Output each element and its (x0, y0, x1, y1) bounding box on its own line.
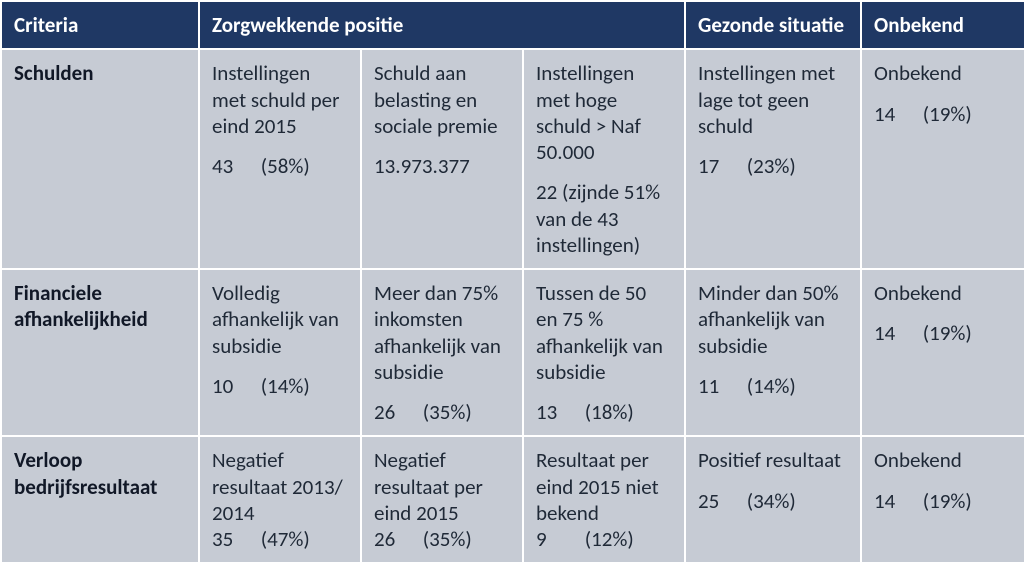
cell-pct: (19%) (923, 488, 972, 514)
cell-verloop-z3: Resultaat per eind 2015 niet bekend 9 (1… (523, 436, 685, 563)
cell-stat: 22 (zijnde 51% van de 43 instellingen) (536, 179, 672, 258)
cell-stat: 43 (58%) (212, 153, 348, 179)
cell-num: 9 (536, 526, 580, 552)
cell-num: 14 (874, 320, 918, 346)
cell-stat: 14 (19%) (874, 488, 1012, 514)
cell-num: 26 (374, 526, 418, 552)
cell-stat: 10 (14%) (212, 373, 348, 399)
cell-desc: Negatief resultaat per eind 2015 (374, 447, 510, 526)
cell-desc: Tussen de 50 en 75 % afhankelijk van sub… (536, 280, 672, 385)
cell-stat: 14 (19%) (874, 320, 1012, 346)
row-label-verloop: Verloop bedrijfsresultaat (1, 436, 199, 563)
table-header-row: Criteria Zorgwekkende positie Gezonde si… (1, 1, 1024, 49)
row-label-schulden: Schulden (1, 49, 199, 269)
cell-stat: 26 (35%) (374, 526, 510, 552)
cell-num: 14 (874, 101, 918, 127)
cell-desc: Onbekend (874, 280, 1012, 306)
cell-stat: 9 (12%) (536, 526, 672, 552)
cell-schulden-z2: Schuld aan belasting en sociale premie 1… (361, 49, 523, 269)
cell-desc: Schuld aan belasting en sociale premie (374, 60, 510, 139)
cell-desc: Minder dan 50% afhankelijk van subsidie (698, 280, 848, 359)
cell-num: 43 (212, 153, 256, 179)
table-row: Financiele afhankelijkheid Volledig afha… (1, 269, 1024, 436)
table-row: Schulden Instellingen met schuld per ein… (1, 49, 1024, 269)
cell-financiele-gezond: Minder dan 50% afhankelijk van subsidie … (685, 269, 861, 436)
cell-num: 10 (212, 373, 256, 399)
cell-desc: Instellingen met schuld per eind 2015 (212, 60, 348, 139)
cell-num: 17 (698, 153, 742, 179)
cell-stat: 25 (34%) (698, 488, 848, 514)
cell-stat: 17 (23%) (698, 153, 848, 179)
cell-num: 14 (874, 488, 918, 514)
cell-verloop-onbekend: Onbekend 14 (19%) (861, 436, 1024, 563)
cell-desc: Instellingen met hoge schuld > Naf 50.00… (536, 60, 672, 165)
cell-num: 35 (212, 526, 256, 552)
cell-schulden-z3: Instellingen met hoge schuld > Naf 50.00… (523, 49, 685, 269)
cell-desc: Onbekend (874, 447, 1012, 473)
cell-num: 13.973.377 (374, 153, 470, 179)
cell-verloop-z1: Negatief resultaat 2013/ 2014 35 (47%) (199, 436, 361, 563)
cell-schulden-gezond: Instellingen met lage tot geen schuld 17… (685, 49, 861, 269)
cell-financiele-z3: Tussen de 50 en 75 % afhankelijk van sub… (523, 269, 685, 436)
cell-desc: Positief resultaat (698, 447, 848, 473)
cell-pct: (18%) (585, 399, 634, 425)
cell-num: 26 (374, 399, 418, 425)
cell-desc: Meer dan 75% inkomsten afhankelijk van s… (374, 280, 510, 385)
table-row: Verloop bedrijfsresultaat Negatief resul… (1, 436, 1024, 563)
cell-pct: (23%) (747, 153, 796, 179)
cell-pct: (34%) (747, 488, 796, 514)
cell-pct: (12%) (585, 526, 634, 552)
cell-desc: Negatief resultaat 2013/ 2014 (212, 447, 348, 526)
cell-pct: (47%) (261, 526, 310, 552)
cell-pct: (14%) (261, 373, 310, 399)
cell-pct: (58%) (261, 153, 310, 179)
row-label-financiele: Financiele afhankelijkheid (1, 269, 199, 436)
cell-desc: Instellingen met lage tot geen schuld (698, 60, 848, 139)
cell-stat: 35 (47%) (212, 526, 348, 552)
cell-financiele-z1: Volledig afhankelijk van subsidie 10 (14… (199, 269, 361, 436)
header-onbekend: Onbekend (861, 1, 1024, 49)
cell-pct: (14%) (747, 373, 796, 399)
cell-schulden-onbekend: Onbekend 14 (19%) (861, 49, 1024, 269)
cell-financiele-z2: Meer dan 75% inkomsten afhankelijk van s… (361, 269, 523, 436)
cell-desc: Volledig afhankelijk van subsidie (212, 280, 348, 359)
cell-verloop-z2: Negatief resultaat per eind 2015 26 (35%… (361, 436, 523, 563)
criteria-table: Criteria Zorgwekkende positie Gezonde si… (0, 0, 1024, 564)
cell-stat: 14 (19%) (874, 101, 1012, 127)
cell-desc: Onbekend (874, 60, 1012, 86)
cell-num: 11 (698, 373, 742, 399)
cell-financiele-onbekend: Onbekend 14 (19%) (861, 269, 1024, 436)
cell-desc: Resultaat per eind 2015 niet bekend (536, 447, 672, 526)
header-criteria: Criteria (1, 1, 199, 49)
cell-num: 13 (536, 399, 580, 425)
cell-pct: (19%) (923, 101, 972, 127)
cell-stat: 13.973.377 (374, 153, 510, 179)
cell-num: 25 (698, 488, 742, 514)
cell-schulden-z1: Instellingen met schuld per eind 2015 43… (199, 49, 361, 269)
cell-stat: 26 (35%) (374, 399, 510, 425)
cell-stat: 11 (14%) (698, 373, 848, 399)
cell-verloop-gezond: Positief resultaat 25 (34%) (685, 436, 861, 563)
cell-pct: (35%) (423, 526, 472, 552)
header-zorgwekkend: Zorgwekkende positie (199, 1, 685, 49)
header-gezond: Gezonde situatie (685, 1, 861, 49)
cell-stat: 13 (18%) (536, 399, 672, 425)
cell-pct: (35%) (423, 399, 472, 425)
cell-pct: (19%) (923, 320, 972, 346)
